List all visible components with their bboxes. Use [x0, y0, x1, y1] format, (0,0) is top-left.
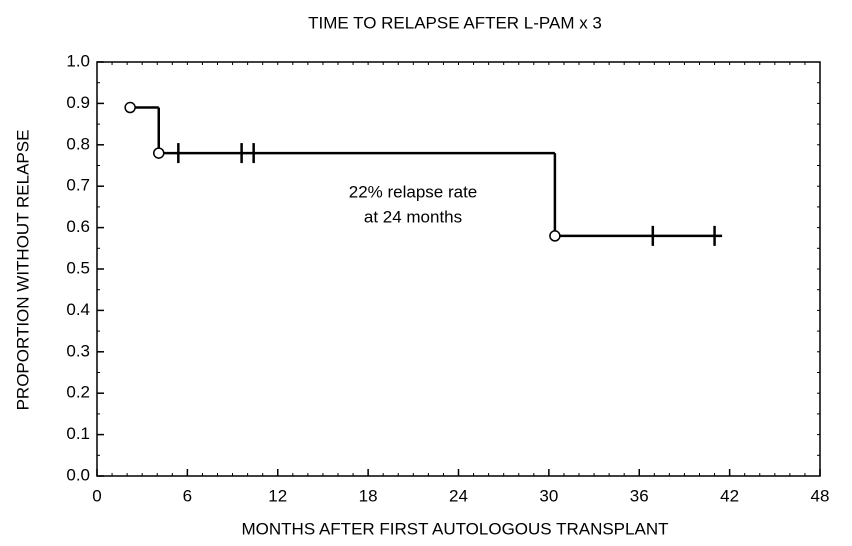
annotation: at 24 months	[364, 207, 462, 226]
x-tick-label: 36	[630, 486, 649, 505]
y-tick-label: 0.8	[66, 134, 90, 153]
event-marker	[124, 101, 136, 114]
event-marker	[549, 230, 561, 242]
y-tick-label: 0.2	[66, 383, 90, 402]
y-tick-label: 0.4	[66, 300, 90, 319]
event-marker	[153, 147, 165, 159]
x-tick-label: 24	[449, 486, 468, 505]
y-tick-label: 1.0	[66, 51, 90, 70]
y-tick-label: 0.0	[66, 465, 90, 484]
x-tick-label: 30	[539, 486, 558, 505]
x-tick-label: 48	[811, 486, 830, 505]
annotation: 22% relapse rate	[349, 182, 478, 201]
x-axis-label: MONTHS AFTER FIRST AUTOLOGOUS TRANSPLANT	[242, 519, 669, 538]
y-tick-label: 0.9	[66, 93, 90, 112]
y-tick-label: 0.3	[66, 341, 90, 360]
x-tick-label: 6	[183, 486, 192, 505]
x-tick-label: 12	[268, 486, 287, 505]
y-axis-label: PROPORTION WITHOUT RELAPSE	[13, 130, 32, 411]
x-tick-label: 42	[720, 486, 739, 505]
y-tick-label: 0.5	[66, 258, 90, 277]
x-tick-label: 18	[359, 486, 378, 505]
chart-title: TIME TO RELAPSE AFTER L-PAM x 3	[308, 13, 602, 32]
y-tick-label: 0.6	[66, 217, 90, 236]
y-tick-label: 0.1	[66, 424, 90, 443]
plot-frame	[96, 61, 821, 477]
x-tick-label: 0	[92, 486, 101, 505]
y-tick-label: 0.7	[66, 176, 90, 195]
